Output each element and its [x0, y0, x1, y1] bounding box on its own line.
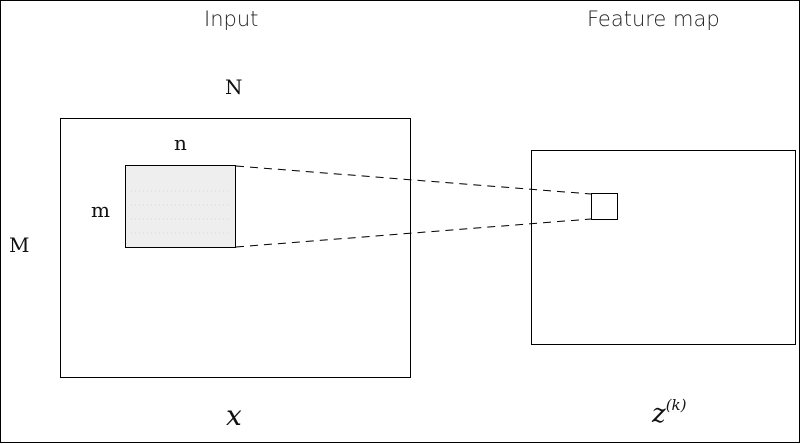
input-symbol: x — [226, 399, 242, 432]
input-symbol-text: x — [226, 399, 242, 432]
output-symbol: z(k) — [652, 396, 687, 430]
height-label-m-lower: m — [91, 198, 110, 222]
feature-map-title: Feature map — [587, 7, 720, 31]
patch-texture — [131, 190, 229, 234]
projection-line-top — [235, 165, 592, 195]
receptive-field-patch — [125, 165, 236, 248]
output-symbol-superscript: (k) — [665, 396, 687, 414]
feature-map-box — [531, 150, 796, 345]
input-matrix-box — [60, 118, 411, 378]
output-symbol-base: z — [652, 399, 666, 429]
projection-line-bottom — [235, 218, 592, 248]
height-label-m-upper: M — [9, 233, 30, 257]
width-label-n-upper: N — [225, 75, 243, 99]
feature-map-unit — [591, 193, 618, 220]
input-title: Input — [204, 7, 259, 31]
width-label-n-lower: n — [174, 131, 187, 155]
